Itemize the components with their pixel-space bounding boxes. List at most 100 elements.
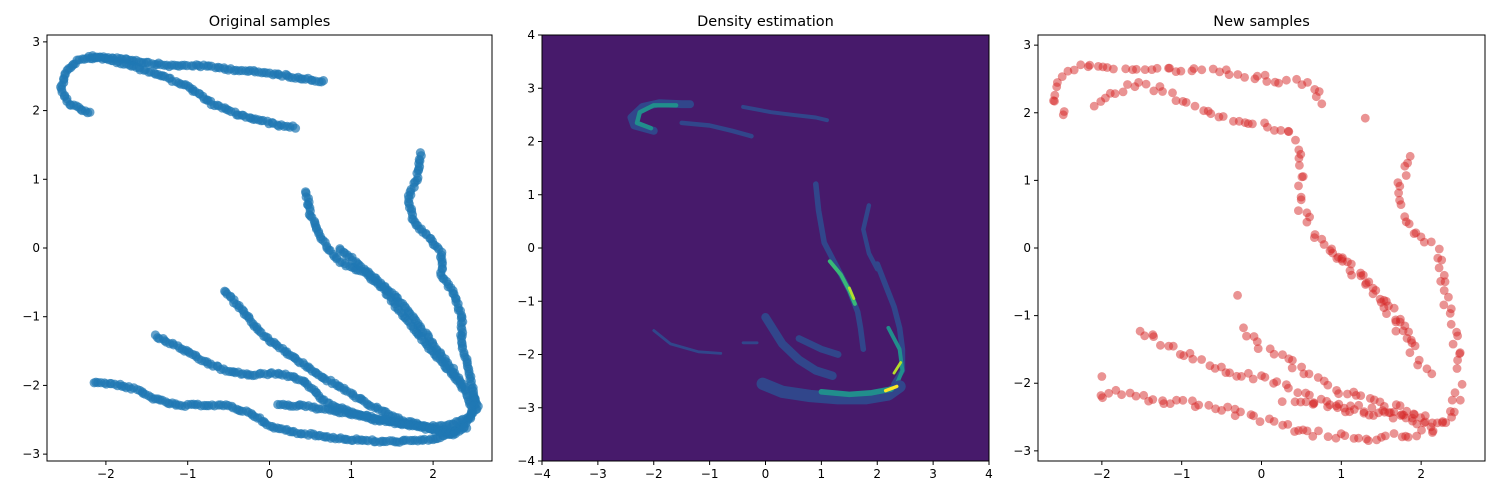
original-samples-y-tick-label: 2: [32, 104, 40, 118]
new-samples-point: [1308, 431, 1318, 441]
new-samples-point: [1394, 188, 1403, 198]
new-samples-point: [1131, 391, 1141, 401]
density-estimation-y-tick-label: 1: [527, 188, 535, 202]
new-samples-point: [1117, 390, 1126, 400]
new-samples-point: [1419, 237, 1429, 247]
new-samples-point: [1389, 303, 1399, 313]
new-samples-plot-area: [1049, 60, 1467, 445]
new-samples-point: [1309, 399, 1319, 408]
new-samples-point: [1089, 101, 1099, 111]
new-samples-point: [1263, 122, 1272, 132]
new-samples-point: [1057, 72, 1067, 81]
new-samples-point: [1434, 263, 1444, 273]
original-samples-y-tick-label: −1: [22, 310, 40, 324]
new-samples-y-tick-label: −3: [1013, 444, 1031, 458]
new-samples-point: [1059, 107, 1069, 116]
new-samples-point: [1446, 407, 1455, 416]
new-samples-point: [1295, 161, 1304, 170]
new-samples-point: [1248, 119, 1257, 129]
new-samples-point: [1346, 259, 1356, 269]
new-samples-point: [1110, 89, 1120, 98]
original-samples-x-tick-label: −1: [179, 467, 197, 481]
new-samples-point: [1242, 331, 1251, 341]
new-samples-point: [1412, 431, 1422, 441]
new-samples-point: [1401, 413, 1411, 423]
new-samples-point: [1358, 270, 1368, 280]
new-samples-point: [1347, 270, 1356, 280]
new-samples-point: [1085, 60, 1095, 70]
new-samples-point: [1452, 364, 1462, 373]
new-samples-point: [1291, 135, 1300, 145]
new-samples-point: [1420, 411, 1430, 421]
original-samples-point: [318, 76, 328, 86]
new-samples-point: [1109, 64, 1118, 74]
new-samples-point: [1389, 429, 1399, 438]
new-samples-point: [1391, 326, 1401, 336]
new-samples-y-tick-label: 1: [1023, 173, 1031, 187]
density-estimation-x-tick-label: 1: [818, 467, 826, 481]
original-samples-point: [466, 413, 476, 423]
new-samples-point: [1364, 436, 1373, 445]
original-samples-point: [290, 123, 301, 133]
new-samples-point: [1441, 418, 1451, 428]
new-samples-point: [1287, 363, 1297, 373]
new-samples-point: [1225, 368, 1234, 378]
new-samples-point: [1310, 233, 1319, 243]
panel-density-estimation: −4 −3 −2 −1 0 1 2 3 4 −4 −3 −2 −1 0 1 2 3 4 Density estim…: [517, 14, 993, 481]
density-estimation-x-tick-label: 0: [762, 467, 770, 481]
new-samples-point: [1388, 413, 1398, 423]
density-estimation-contour-level-0: [627, 99, 695, 135]
new-samples-point: [1097, 372, 1107, 381]
new-samples-point: [1346, 401, 1355, 411]
density-estimation-contour-level-0: [741, 104, 829, 123]
new-samples-point: [1364, 277, 1374, 287]
original-samples-title: Original samples: [209, 14, 331, 30]
new-samples-point: [1237, 372, 1246, 381]
new-samples-point: [1269, 417, 1279, 426]
new-samples-point: [1453, 331, 1462, 341]
new-samples-point: [1304, 369, 1314, 379]
original-samples-y-tick-label: −2: [22, 378, 40, 392]
original-samples-x-tick-label: −2: [97, 467, 115, 481]
new-samples-point: [1194, 400, 1204, 410]
density-estimation-x-tick-label: −1: [701, 467, 719, 481]
new-samples-point: [1132, 64, 1141, 74]
original-samples-x-tick-label: 2: [429, 467, 437, 481]
new-samples-point: [1325, 400, 1335, 410]
panel-new-samples: −2 −1 0 1 2 −3 −2 −1 0 1 2 3 New samples: [1013, 14, 1486, 481]
new-samples-point: [1410, 341, 1420, 351]
original-samples-y-tick-label: 0: [32, 241, 40, 255]
new-samples-ticks: −2 −1 0 1 2 −3 −2 −1 0 1 2 3: [1013, 38, 1425, 481]
new-samples-point: [1426, 237, 1436, 247]
density-estimation-y-tick-label: −1: [517, 294, 535, 308]
density-estimation-plot-area: [542, 35, 989, 461]
new-samples-point: [1252, 71, 1262, 81]
new-samples-point: [1204, 400, 1214, 410]
new-samples-point: [1305, 390, 1314, 400]
new-samples-point: [1152, 63, 1162, 73]
new-samples-point: [1253, 344, 1263, 353]
new-samples-point: [1356, 391, 1366, 400]
new-samples-point: [1283, 420, 1293, 429]
new-samples-point: [1293, 388, 1303, 398]
new-samples-point: [1301, 397, 1311, 407]
density-estimation-contour-level-0: [761, 313, 837, 380]
original-samples-plot-area: [56, 51, 483, 447]
new-samples-point: [1395, 181, 1405, 191]
new-samples-point: [1396, 200, 1406, 210]
density-estimation-x-tick-label: 3: [929, 467, 937, 481]
new-samples-point: [1404, 219, 1414, 229]
new-samples-point: [1140, 65, 1150, 74]
new-samples-point: [1176, 66, 1186, 76]
new-samples-point: [1240, 73, 1249, 82]
density-estimation-title: Density estimation: [697, 14, 834, 30]
new-samples-point: [1165, 63, 1174, 73]
new-samples-point: [1404, 327, 1413, 337]
new-samples-point: [1255, 417, 1265, 426]
new-samples-point: [1448, 339, 1458, 349]
new-samples-point: [1197, 65, 1207, 75]
density-estimation-contour-level-3: [847, 286, 856, 300]
new-samples-point: [1453, 355, 1462, 365]
new-samples-x-tick-label: −2: [1093, 467, 1111, 481]
